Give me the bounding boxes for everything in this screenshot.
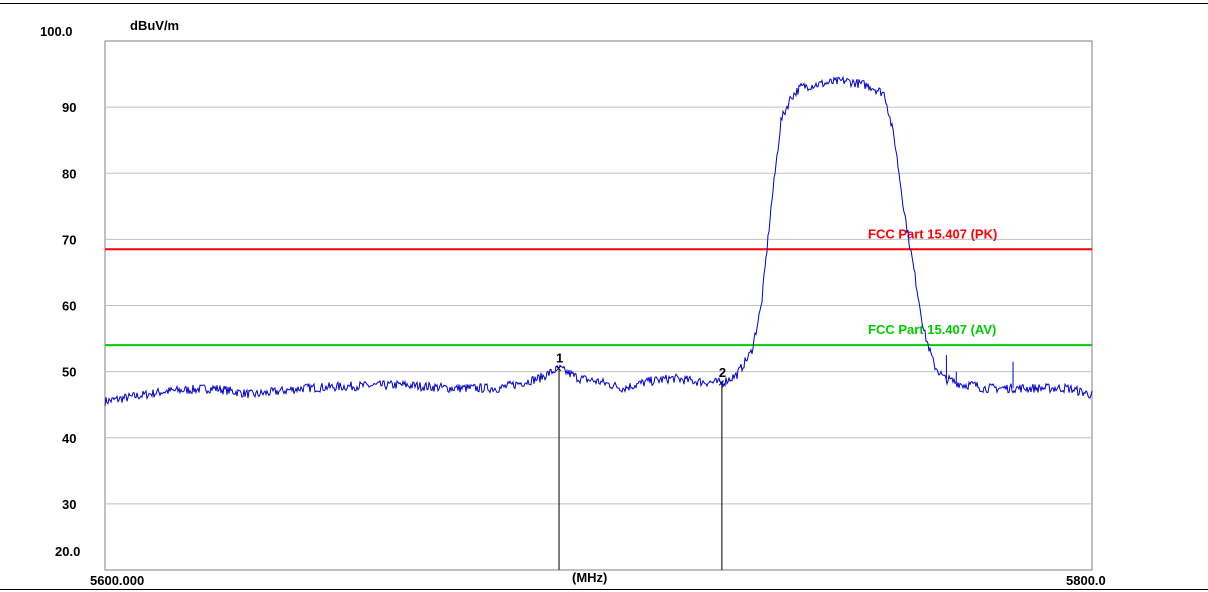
y-tick-label: 40	[62, 431, 76, 446]
y-tick-label: 90	[62, 100, 76, 115]
x-end-label: 5800.0	[1066, 573, 1106, 588]
y-unit-label: dBuV/m	[130, 18, 179, 33]
x-start-label: 5600.000	[90, 573, 144, 588]
spectrum-trace	[104, 75, 1093, 407]
grid-lines	[105, 106, 1092, 505]
limit-line-label: FCC Part 15.407 (PK)	[868, 226, 997, 241]
x-axis-label: (MHz)	[572, 570, 607, 585]
spectrum-spikes	[945, 355, 1014, 389]
limit-lines: FCC Part 15.407 (PK) FCC Part 15.407 (AV)	[105, 226, 1092, 347]
y-tick-label: 80	[62, 166, 76, 181]
y-tick-label: 100.0	[40, 24, 73, 39]
y-tick-labels: 20.0 30 40 50 60 70 80 90 100.0	[40, 24, 80, 559]
y-tick-label: 20.0	[55, 544, 80, 559]
y-tick-label: 50	[62, 365, 76, 380]
y-tick-label: 60	[62, 299, 76, 314]
y-tick-label: 30	[62, 497, 76, 512]
marker-number: 2	[719, 365, 726, 380]
top-rule	[0, 3, 1208, 4]
marker-number: 1	[556, 350, 563, 365]
limit-line-label: FCC Part 15.407 (AV)	[868, 322, 996, 337]
y-tick-label: 70	[62, 232, 76, 247]
bottom-rule	[0, 589, 1208, 590]
